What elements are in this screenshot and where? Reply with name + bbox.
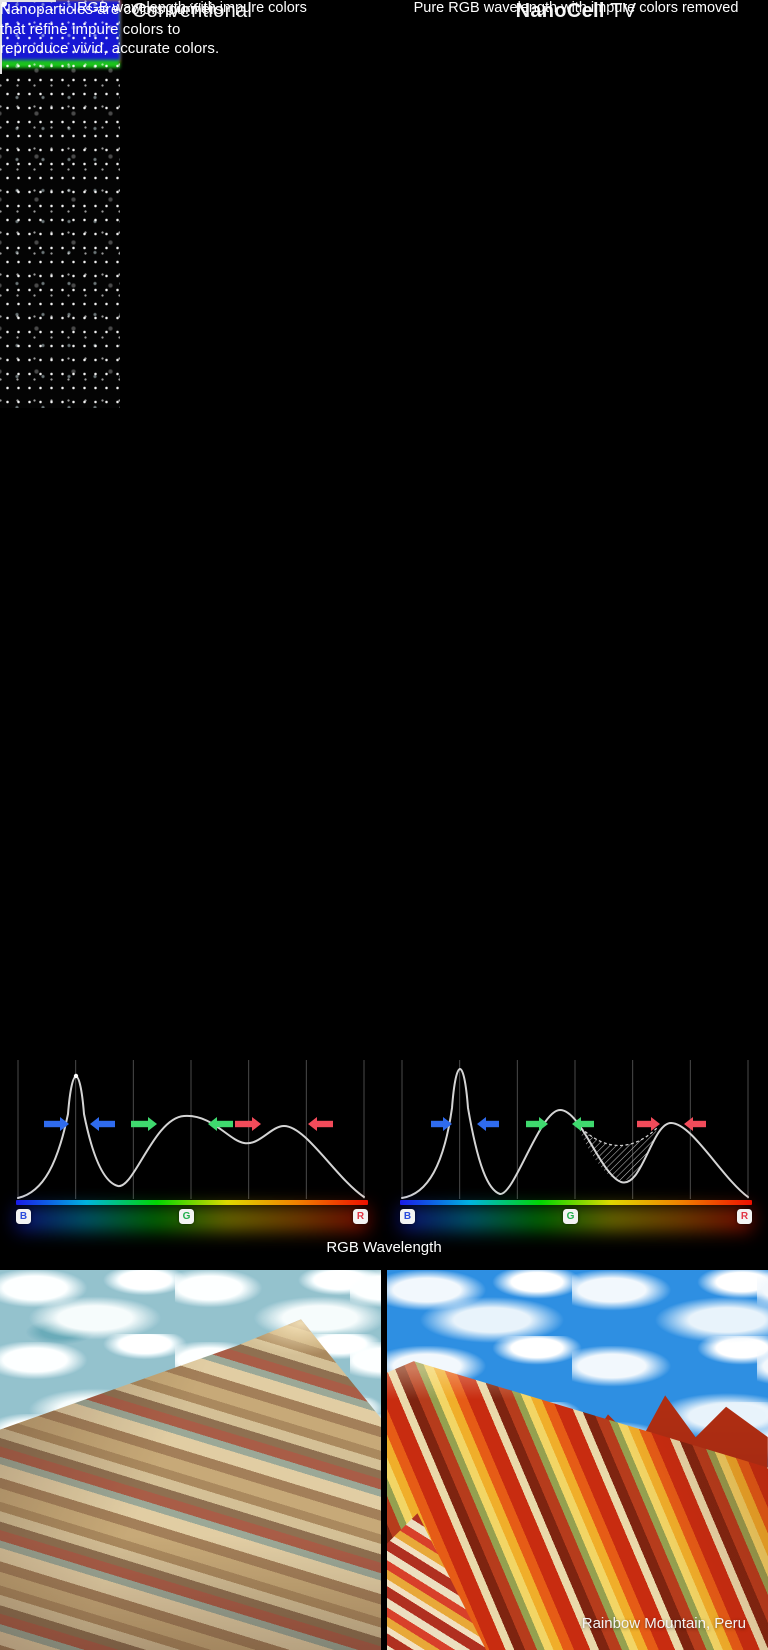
- removed-impurity-hatch: [577, 1124, 657, 1182]
- nanocell-title-bold: NanoCell: [515, 0, 605, 22]
- nanoparticle-callout-text: Nanoparticles are colors purifiers that …: [0, 1, 223, 57]
- photo-caption: Rainbow Mountain, Peru: [581, 1615, 746, 1632]
- spectrum-axis-bar: [400, 1200, 752, 1205]
- conventional-photo: [0, 1270, 381, 1650]
- axis-tick-b: B: [16, 1209, 31, 1224]
- axis-tick-r: R: [737, 1209, 752, 1224]
- photo-divider: [381, 1270, 387, 1650]
- axis-tick-g: G: [563, 1209, 578, 1224]
- nanocell-subtitle: Pure RGB wavelength with impure colors r…: [413, 0, 739, 16]
- purify-arrows: [431, 1117, 706, 1131]
- spectrum-axis-bar: [16, 1200, 368, 1205]
- conventional-title: Conventional: [131, 0, 253, 22]
- callout-dot: [0, 0, 7, 7]
- axis-tick-g: G: [179, 1209, 194, 1224]
- chart-gridlines: [401, 1060, 749, 1199]
- rgb-wavelength-caption: RGB Wavelength: [326, 1239, 442, 1256]
- peak-highlight-dot: [73, 1073, 79, 1079]
- callout-line-vertical: [0, 0, 2, 74]
- nanoparticle-sparkle-texture: [0, 0, 120, 408]
- chart-gridlines: [17, 1060, 365, 1199]
- purify-arrows: [44, 1117, 333, 1131]
- wavelength-curve: [17, 1075, 365, 1199]
- callout-line-horizontal: [0, 0, 56, 2]
- nanocell-photo: Rainbow Mountain, Peru: [387, 1270, 768, 1650]
- wavelength-curve: [401, 1068, 749, 1199]
- nanocell-title-tv: TV: [604, 0, 637, 22]
- conventional-subtitle: RGB wavelength with impure colors: [77, 0, 307, 16]
- axis-tick-b: B: [400, 1209, 415, 1224]
- axis-tick-r: R: [353, 1209, 368, 1224]
- removed-impurity-outline: [576, 1123, 658, 1147]
- nanocell-wavelength-chart: [401, 1060, 749, 1199]
- conventional-wavelength-chart: [17, 1060, 365, 1199]
- nanocell-title: NanoCell TV: [384, 0, 768, 23]
